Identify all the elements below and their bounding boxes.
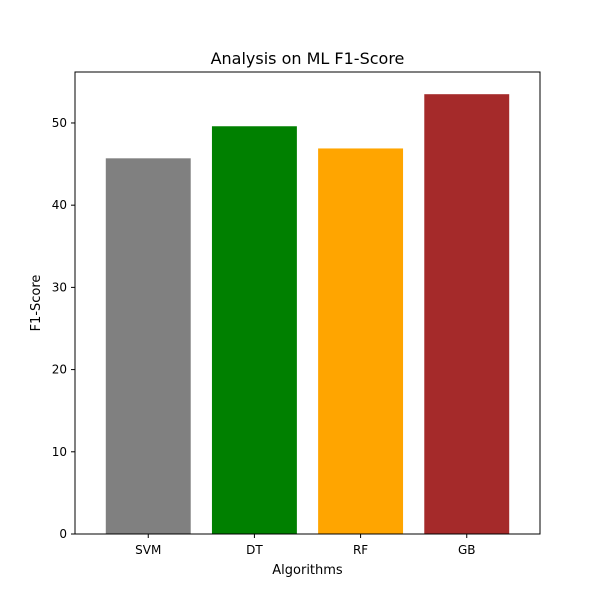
x-tick-label: DT bbox=[246, 543, 263, 557]
y-tick-label: 0 bbox=[59, 527, 67, 541]
bar-svm bbox=[105, 158, 191, 535]
x-tick-label: GB bbox=[458, 543, 476, 557]
x-tick-label: SVM bbox=[135, 543, 161, 557]
bars-group bbox=[105, 94, 510, 535]
bar-dt bbox=[211, 126, 297, 534]
y-tick-label: 20 bbox=[52, 363, 67, 377]
bar-gb bbox=[424, 94, 510, 534]
x-tick-label: RF bbox=[353, 543, 368, 557]
y-tick-label: 50 bbox=[52, 116, 67, 130]
x-axis-ticks: SVM DT RF GB bbox=[135, 534, 476, 557]
plot-frame bbox=[74, 71, 541, 535]
y-axis-ticks: 0 10 20 30 40 50 bbox=[52, 116, 75, 541]
x-axis-label: Algorithms bbox=[272, 563, 343, 578]
y-tick-label: 10 bbox=[52, 445, 67, 459]
chart-title: Analysis on ML F1-Score bbox=[211, 49, 405, 68]
y-axis-label: F1-Score bbox=[29, 275, 44, 332]
y-tick-label: 40 bbox=[52, 198, 67, 212]
y-tick-label: 30 bbox=[52, 280, 67, 294]
bar-rf bbox=[318, 148, 404, 534]
